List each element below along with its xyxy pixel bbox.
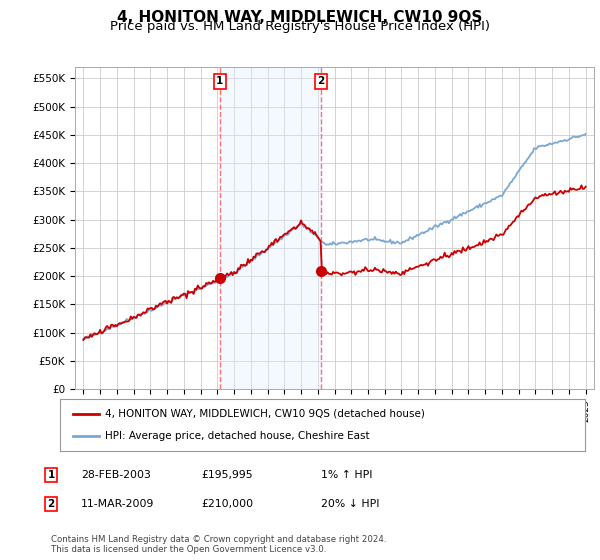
Text: £195,995: £195,995 [201, 470, 253, 480]
Text: 2: 2 [317, 76, 325, 86]
Bar [220, 67, 321, 389]
Text: 1% ↑ HPI: 1% ↑ HPI [321, 470, 373, 480]
Text: 28-FEB-2003: 28-FEB-2003 [81, 470, 151, 480]
Text: 4, HONITON WAY, MIDDLEWICH, CW10 9QS (detached house): 4, HONITON WAY, MIDDLEWICH, CW10 9QS (de… [104, 409, 425, 419]
Text: 20% ↓ HPI: 20% ↓ HPI [321, 499, 380, 509]
Text: Contains HM Land Registry data © Crown copyright and database right 2024.
This d: Contains HM Land Registry data © Crown c… [51, 535, 386, 554]
Text: HPI: Average price, detached house, Cheshire East: HPI: Average price, detached house, Ches… [104, 431, 369, 441]
Text: 4, HONITON WAY, MIDDLEWICH, CW10 9QS: 4, HONITON WAY, MIDDLEWICH, CW10 9QS [118, 10, 482, 25]
Text: Price paid vs. HM Land Registry's House Price Index (HPI): Price paid vs. HM Land Registry's House … [110, 20, 490, 33]
Text: 1: 1 [216, 76, 223, 86]
Text: 11-MAR-2009: 11-MAR-2009 [81, 499, 154, 509]
Text: 1: 1 [47, 470, 55, 480]
Text: £210,000: £210,000 [201, 499, 253, 509]
Text: 2: 2 [47, 499, 55, 509]
